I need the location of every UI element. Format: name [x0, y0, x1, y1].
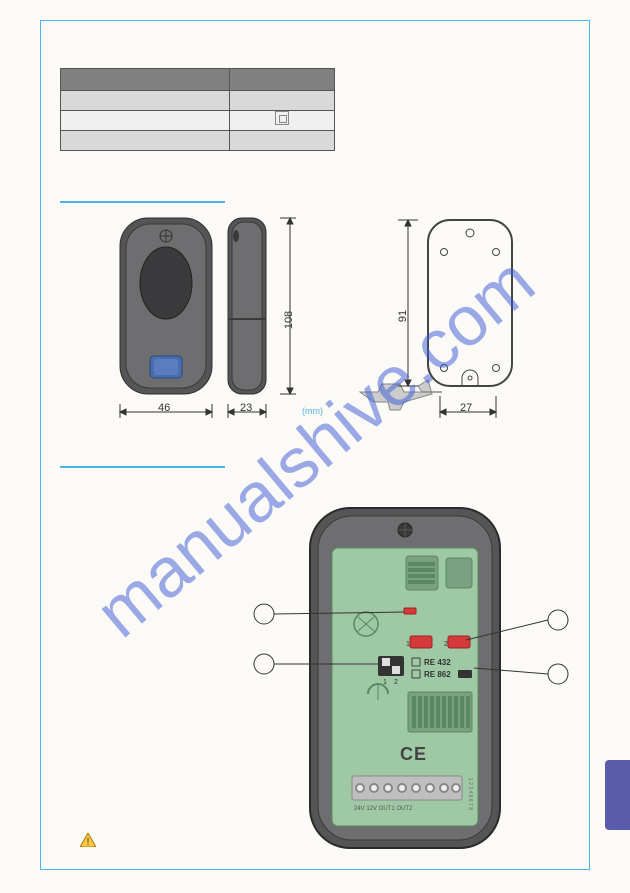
dim-46: 46 — [158, 402, 170, 414]
svg-text:!: ! — [87, 837, 90, 847]
dim-91: 91 — [397, 310, 409, 322]
warning-icon: ! — [80, 833, 96, 847]
side-tab — [605, 760, 630, 830]
spec-table — [60, 68, 335, 151]
unit-mm: (mm) — [302, 406, 323, 416]
dim-108: 108 — [283, 311, 295, 329]
section-divider-1 — [60, 201, 225, 203]
section-divider-2 — [60, 466, 225, 468]
dim-27: 27 — [460, 402, 472, 414]
dim-23: 23 — [240, 402, 252, 414]
class2-icon — [275, 111, 289, 125]
